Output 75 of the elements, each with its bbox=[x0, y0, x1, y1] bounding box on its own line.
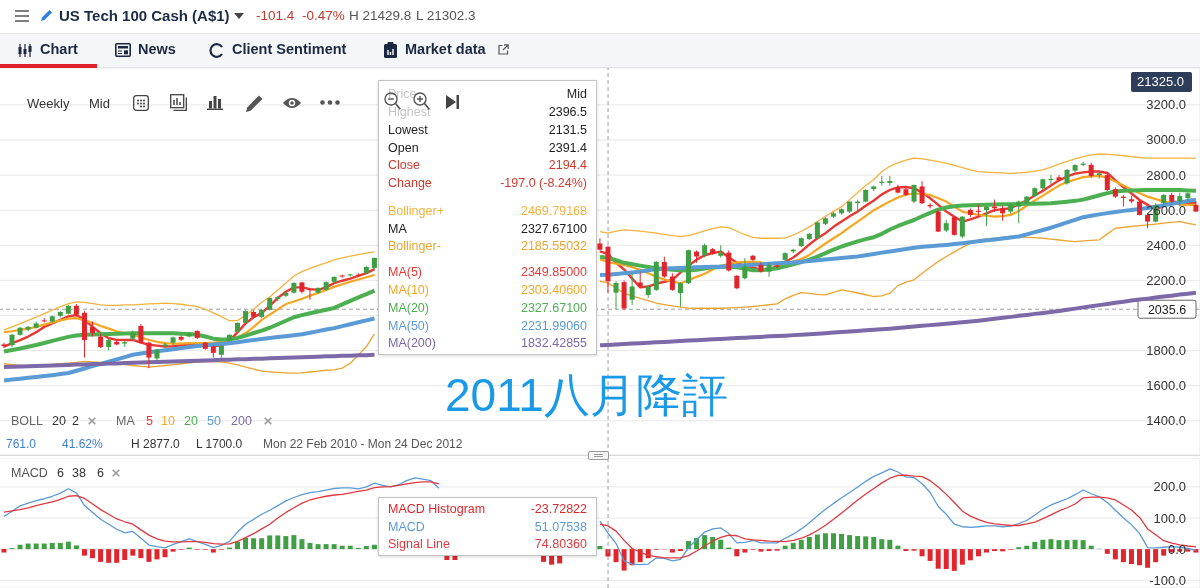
annotation: Lowest bbox=[388, 122, 428, 138]
series-label: MA(10) bbox=[388, 282, 429, 298]
annotation: Change bbox=[388, 175, 432, 191]
annotation: Weekly bbox=[27, 96, 70, 113]
annotation: 2231.99060 bbox=[520, 318, 587, 334]
annotation: Highest bbox=[388, 104, 431, 120]
y-tick-label: 1800.0 bbox=[1146, 343, 1186, 359]
annotation: 2185.55032 bbox=[520, 238, 587, 254]
annotation: 2469.79168 bbox=[520, 203, 587, 219]
annotation: 2194.4 bbox=[548, 157, 587, 173]
annotation: 200 bbox=[231, 413, 252, 429]
annotation: 1832.42855 bbox=[520, 335, 587, 351]
annotation: 74.80360 bbox=[534, 536, 587, 552]
annotation: 2327.67100 bbox=[520, 300, 587, 316]
text: -101.4 bbox=[256, 7, 295, 24]
y-tick-label: 3200.0 bbox=[1146, 97, 1186, 113]
text: Bollinger+ bbox=[388, 204, 444, 218]
annotation: 21325.0 bbox=[1137, 74, 1184, 91]
annotation: MA bbox=[388, 221, 407, 237]
ref-line-label: 2035.6 bbox=[1147, 302, 1187, 317]
y-tick-label: 100.0 bbox=[1153, 510, 1186, 526]
text: Bollinger- bbox=[388, 239, 441, 253]
text: News bbox=[138, 41, 176, 59]
annotation: 761.0 bbox=[6, 436, 37, 451]
annotation: Close bbox=[388, 157, 420, 173]
text: H 21429.8 bbox=[349, 7, 412, 24]
annotation: Open bbox=[388, 140, 419, 156]
annotation: 2327.67100 bbox=[520, 221, 587, 237]
text: -0.47% bbox=[302, 7, 345, 24]
annotation: 20 bbox=[52, 413, 66, 429]
annotation: MA bbox=[116, 413, 135, 429]
chart-title: US Tech 100 Cash (A$1) bbox=[59, 7, 230, 25]
y-tick-label: 2200.0 bbox=[1146, 272, 1186, 288]
annotation: 5 bbox=[146, 413, 153, 429]
annotation: BOLL bbox=[11, 413, 43, 429]
y-tick-label: -100.0 bbox=[1149, 572, 1186, 588]
annotation: -23.72822 bbox=[530, 501, 587, 517]
annotation: 50 bbox=[207, 413, 221, 429]
series-label: MA(200) bbox=[388, 335, 436, 351]
annotation: H 2877.0 bbox=[131, 436, 180, 451]
y-tick-label: 2400.0 bbox=[1146, 237, 1186, 253]
annotation: 6 bbox=[97, 465, 104, 481]
annotation: 2391.4 bbox=[548, 140, 587, 156]
annotation: -197.0 (-8.24%) bbox=[500, 175, 587, 191]
annotation: Mon 22 Feb 2010 - Mon 24 Dec 2012 bbox=[263, 436, 463, 451]
annotation: Mid bbox=[566, 86, 587, 102]
annotation: MACD bbox=[11, 465, 48, 481]
annotation: 2 bbox=[72, 413, 79, 429]
text: Market data bbox=[405, 41, 486, 59]
y-tick-label: 200.0 bbox=[1153, 479, 1186, 495]
annotation: Price bbox=[388, 86, 417, 102]
tooltip-panel: MACD Histogram -23.72822 MACD 51.07538 Signal Line 74.80360 bbox=[378, 497, 597, 556]
series-label: MA(50) bbox=[388, 318, 429, 334]
text: Chart bbox=[40, 41, 78, 59]
y-tick-label: 2800.0 bbox=[1146, 167, 1186, 183]
series-label: MA(5) bbox=[388, 264, 423, 280]
annotation: Mid bbox=[89, 96, 110, 113]
annotation: 10 bbox=[161, 413, 175, 429]
text: L 21302.3 bbox=[416, 7, 476, 24]
y-tick-label: 1600.0 bbox=[1146, 378, 1186, 394]
annotation: L 1700.0 bbox=[196, 436, 243, 451]
annotation: 20 bbox=[184, 413, 198, 429]
y-tick-label: 3000.0 bbox=[1146, 132, 1186, 148]
annotation: 2303.40600 bbox=[520, 282, 587, 298]
y-tick-label: 1400.0 bbox=[1146, 413, 1186, 429]
text: Client Sentiment bbox=[232, 41, 347, 59]
annotation: 38 bbox=[72, 465, 86, 481]
series-label: MA(20) bbox=[388, 300, 429, 316]
annotation: 2349.85000 bbox=[520, 264, 587, 280]
annotation: 6 bbox=[57, 465, 64, 481]
annotation: 2131.5 bbox=[548, 122, 587, 138]
annotation: 2396.5 bbox=[548, 104, 587, 120]
annotation: 51.07538 bbox=[534, 519, 587, 535]
annotation: 2011八月降評 bbox=[445, 368, 728, 424]
annotation: 41.62% bbox=[62, 436, 103, 451]
